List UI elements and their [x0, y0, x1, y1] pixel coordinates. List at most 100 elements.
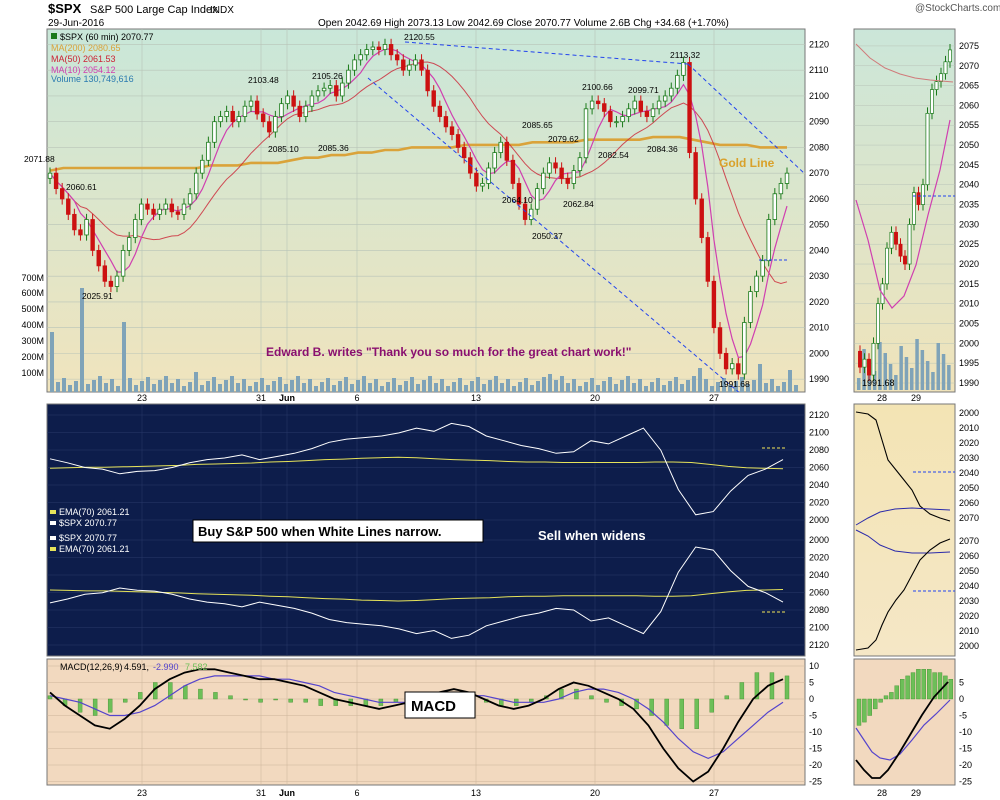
volume-bar — [152, 384, 156, 392]
volume-bar — [68, 385, 72, 392]
price-label: 2084.36 — [647, 144, 678, 154]
price-label: 2099.71 — [628, 85, 659, 95]
mid-y-tick-lower: 2080 — [809, 605, 829, 615]
macd-hist-bar — [559, 688, 564, 700]
candle-body — [595, 100, 601, 105]
volume-bar — [392, 378, 396, 392]
macd-hist-bar — [198, 688, 203, 700]
candle-body — [236, 116, 242, 123]
volume-bar — [356, 380, 360, 392]
price-candles — [47, 38, 790, 380]
volume-bar — [116, 386, 120, 392]
small-volume-bar — [941, 354, 946, 390]
candle-body — [492, 152, 497, 169]
legend-ema1: EMA(70) 2061.21 — [59, 507, 130, 517]
macd-hist-bar — [784, 675, 790, 700]
price-y-tick: 1990 — [809, 374, 829, 384]
volume-bar — [182, 386, 186, 392]
volume-bar — [596, 385, 600, 392]
small-price-bg — [853, 28, 956, 393]
price-label: 2100.66 — [582, 82, 613, 92]
macd-box — [404, 691, 476, 719]
legend-spx1: $SPX 2070.77 — [59, 518, 117, 528]
volume-bar — [692, 376, 696, 392]
small-macd-hist-bar — [862, 698, 867, 723]
candle-body — [443, 116, 449, 128]
candle-body — [669, 87, 674, 97]
small-middle-panel: 2000 2000 2010 2010 2020 2020 2030 2030 2040 2040… — [853, 403, 979, 657]
macd-hist-bar — [107, 698, 113, 713]
macd-hist-bar — [709, 698, 714, 713]
volume-bar — [446, 386, 450, 392]
volume-bar — [512, 386, 516, 392]
volume-bar — [170, 383, 174, 392]
volume-bar — [158, 380, 162, 392]
price-label: 2085.36 — [318, 143, 349, 153]
x-tick-bottom: Jun — [279, 788, 295, 798]
macd-hist-bar — [77, 698, 83, 713]
volume-bar — [398, 385, 402, 392]
volume-bar — [710, 386, 714, 392]
volume-bar — [548, 374, 552, 392]
legend-spx1-swatch — [50, 521, 56, 525]
brand-watermark: @StockCharts.com — [915, 3, 1000, 14]
mid-y-tick-upper: 2080 — [809, 445, 829, 455]
small-volume-bar — [857, 378, 861, 390]
volume-bar — [662, 385, 666, 392]
small-macd-hist-bar — [883, 695, 889, 700]
volume-bar — [56, 382, 60, 392]
small-price-y-tick: 2060 — [959, 100, 979, 110]
mid-y-tick-lower: 2040 — [809, 570, 829, 580]
small-macd-line — [855, 681, 949, 779]
candle-body — [157, 208, 162, 215]
small-x-tick-bottom: 29 — [911, 788, 921, 798]
volume-bar — [350, 384, 354, 392]
legend-ema2: EMA(70) 2061.21 — [59, 544, 130, 554]
small-price-y-tick: 2045 — [959, 160, 979, 170]
candle-body — [522, 203, 528, 220]
candle-body — [772, 193, 778, 220]
small-price-panel: 1990 1995 2000 2005 2010 2015 2020 2025 2030 2035… — [853, 28, 979, 393]
macd-y-tick: 5 — [809, 678, 814, 688]
volume-y-tick: 500M — [21, 304, 44, 314]
volume-bar — [602, 381, 606, 392]
volume-bar — [206, 381, 210, 392]
volume-bar — [212, 377, 216, 392]
small-candle-body — [871, 342, 876, 376]
volume-bar — [242, 379, 246, 392]
candle-body — [90, 219, 95, 251]
legend-spx2-swatch — [50, 536, 56, 540]
small-middle-y-axis: 2000 2000 2010 2010 2020 2020 2030 2030 2040 2040… — [959, 408, 979, 651]
candle-body — [248, 100, 254, 107]
small-mid-y-tick-lower: 2040 — [959, 581, 979, 591]
volume-bar — [656, 378, 660, 392]
macd-hist-bar — [664, 698, 669, 726]
upper-trend-line — [404, 41, 689, 65]
candle-body — [96, 250, 101, 267]
volume-bar — [698, 368, 702, 392]
candle-body — [120, 250, 126, 277]
exchange-label: INDX — [210, 5, 234, 16]
volume-bar — [782, 382, 786, 392]
candle-body — [644, 110, 650, 117]
small-candle-body — [858, 350, 862, 368]
candle-body — [632, 100, 637, 110]
candle-body — [47, 172, 53, 179]
macd-legend-hist: 7.582 — [185, 662, 208, 672]
x-tick-main: 13 — [471, 393, 481, 403]
candle-body — [212, 121, 217, 143]
small-macd-y-tick: 5 — [959, 678, 964, 688]
macd-y-tick: -25 — [809, 777, 822, 787]
macd-y-tick: 0 — [809, 694, 814, 704]
macd-box-label: MACD — [411, 698, 456, 715]
price-y-tick: 2100 — [809, 91, 829, 101]
legend-price: $SPX (60 min) 2070.77 — [60, 32, 154, 42]
small-volume-bar — [931, 372, 935, 390]
volume-bar — [164, 376, 168, 392]
price-label: 2103.48 — [248, 75, 279, 85]
small-x-tick: 28 — [877, 393, 887, 403]
macd-y-axis: 10 5 0 -5 -10 -15 -20 -25 — [809, 661, 822, 787]
volume-bar — [560, 376, 564, 392]
small-price-y-tick: 2010 — [959, 299, 979, 309]
macd-panel-bg — [46, 658, 806, 786]
